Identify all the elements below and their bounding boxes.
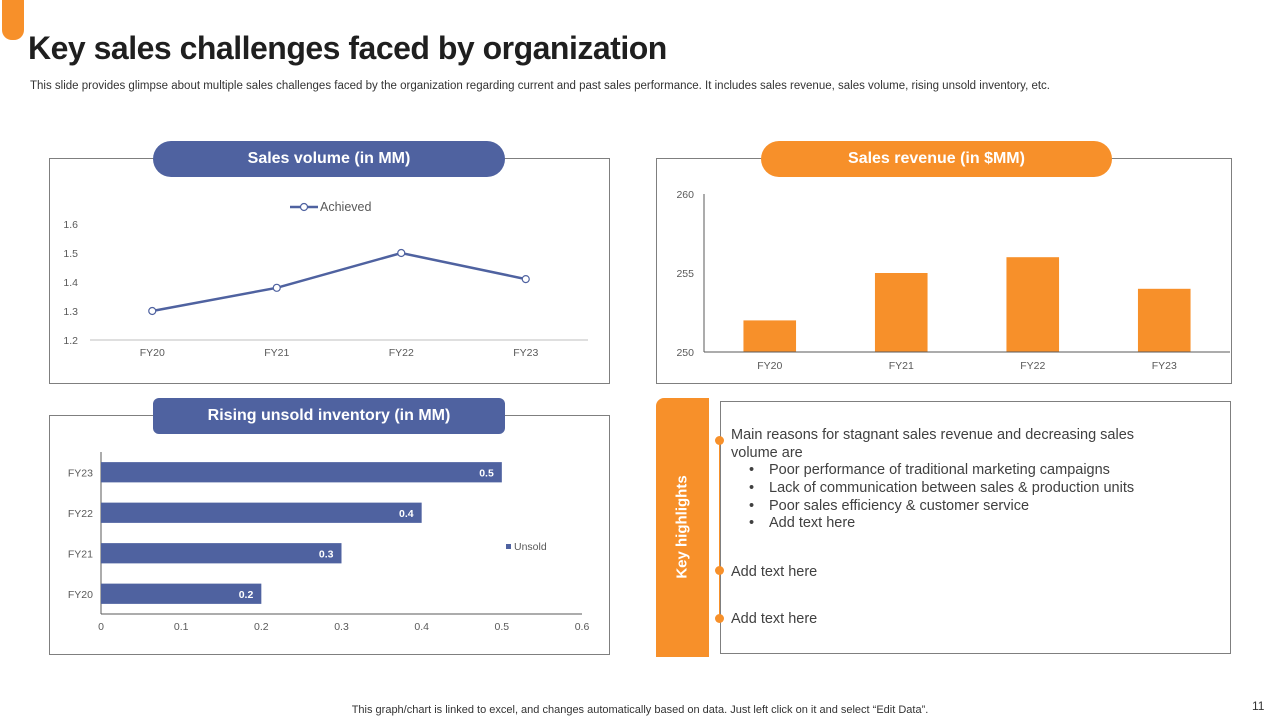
- bar-data-label: 0.2: [239, 589, 254, 601]
- legend-label: Unsold: [514, 541, 547, 553]
- achieved-point: [521, 274, 530, 284]
- x-tick-label: 0.4: [414, 621, 429, 633]
- footnote: This graph/chart is linked to excel, and…: [351, 704, 929, 716]
- bar-data-label: 0.4: [399, 508, 414, 520]
- highlight-dot-3: [715, 614, 724, 623]
- bar-data-label: 0.5: [479, 467, 494, 479]
- y-tick-label: 260: [676, 189, 694, 201]
- highlight-sub-item: Poor sales efficiency & customer service: [749, 497, 1029, 515]
- x-tick-label: 0.2: [254, 621, 269, 633]
- y-tick-label: 1.6: [63, 219, 78, 231]
- x-tick-label: FY23: [1152, 360, 1177, 372]
- unsold-bar: [101, 462, 502, 483]
- key-highlights-label: Key highlights: [673, 475, 691, 579]
- unsold-inventory-panel: 0 0.1 0.2 0.3 0.4 0.5 0.6 0.2 FY20 0.3 FY21 0.4 FY22…: [49, 415, 610, 655]
- x-tick-label: FY21: [889, 360, 914, 372]
- x-tick-label: 0.3: [334, 621, 349, 633]
- legend-marker: [299, 202, 309, 212]
- corner-accent: [2, 0, 24, 40]
- sales-volume-title: Sales volume (in MM): [153, 141, 505, 177]
- sales-revenue-panel: 250 255 260 FY20 FY21 FY22 FY23: [656, 158, 1232, 384]
- unsold-inventory-title: Rising unsold inventory (in MM): [153, 398, 505, 434]
- x-tick-label: FY20: [140, 347, 165, 359]
- highlight-main-line2: volume are: [731, 445, 803, 461]
- key-highlights-box: [720, 401, 1231, 654]
- achieved-point: [397, 248, 406, 258]
- y-tick-label: 1.5: [63, 248, 78, 260]
- sales-volume-panel: 1.2 1.3 1.4 1.5 1.6 FY20 FY21 FY22 FY23 Achieved: [49, 158, 610, 384]
- x-tick-label: 0.6: [575, 621, 590, 633]
- y-tick-label: 255: [676, 268, 694, 280]
- revenue-bar: [874, 273, 928, 352]
- unsold-bar: [101, 583, 262, 604]
- x-tick-label: FY21: [264, 347, 289, 359]
- sales-revenue-title: Sales revenue (in $MM): [761, 141, 1112, 177]
- revenue-bar: [743, 320, 797, 352]
- highlight-point-2: Add text here: [731, 564, 818, 580]
- legend-swatch: [506, 544, 511, 549]
- y-tick-label: FY20: [68, 589, 93, 601]
- achieved-point: [272, 283, 281, 292]
- sales-revenue-chart: 250 255 260 FY20 FY21 FY22 FY23: [676, 189, 1230, 372]
- achieved-point: [148, 306, 157, 316]
- revenue-bar: [1137, 288, 1191, 352]
- y-tick-label: 1.3: [63, 306, 78, 318]
- highlight-point-3: Add text here: [731, 611, 818, 627]
- highlight-dot-2: [715, 566, 724, 575]
- highlights-timeline: [719, 440, 720, 620]
- highlight-main-line1: Main reasons for stagnant sales revenue …: [731, 427, 1135, 443]
- x-tick-label: FY22: [1020, 360, 1045, 372]
- legend-label: Achieved: [320, 200, 371, 214]
- sales-volume-chart: 1.2 1.3 1.4 1.5 1.6 FY20 FY21 FY22 FY23 Achieved: [63, 200, 588, 359]
- y-tick-label: FY21: [68, 548, 93, 560]
- unsold-inventory-chart: 0 0.1 0.2 0.3 0.4 0.5 0.6 0.2 FY20 0.3 FY21 0.4 FY22…: [68, 452, 590, 633]
- y-tick-label: 250: [676, 347, 694, 359]
- slide-subtitle: This slide provides glimpse about multip…: [30, 80, 1051, 92]
- bar-data-label: 0.3: [319, 548, 334, 560]
- highlight-sub-item: Lack of communication between sales & pr…: [749, 479, 1134, 497]
- highlight-dot-1: [715, 436, 724, 445]
- y-tick-label: FY23: [68, 467, 93, 479]
- x-tick-label: FY22: [389, 347, 414, 359]
- x-tick-label: 0.5: [495, 621, 510, 633]
- achieved-series-line: [152, 251, 527, 313]
- revenue-bar: [1006, 257, 1060, 352]
- key-highlights-bar: [656, 398, 709, 657]
- unsold-bar: [101, 543, 342, 564]
- slide-title: Key sales challenges faced by organizati…: [28, 30, 667, 66]
- x-tick-label: FY23: [513, 347, 538, 359]
- x-tick-label: 0.1: [174, 621, 189, 633]
- y-tick-label: FY22: [68, 508, 93, 520]
- y-tick-label: 1.4: [63, 277, 78, 289]
- page-number: 11: [1252, 699, 1265, 713]
- x-tick-label: 0: [98, 621, 104, 633]
- highlight-sub-item: Poor performance of traditional marketin…: [749, 461, 1110, 479]
- x-tick-label: FY20: [757, 360, 782, 372]
- unsold-bar: [101, 502, 422, 523]
- y-tick-label: 1.2: [63, 335, 78, 347]
- highlight-sub-item: Add text here: [749, 514, 855, 532]
